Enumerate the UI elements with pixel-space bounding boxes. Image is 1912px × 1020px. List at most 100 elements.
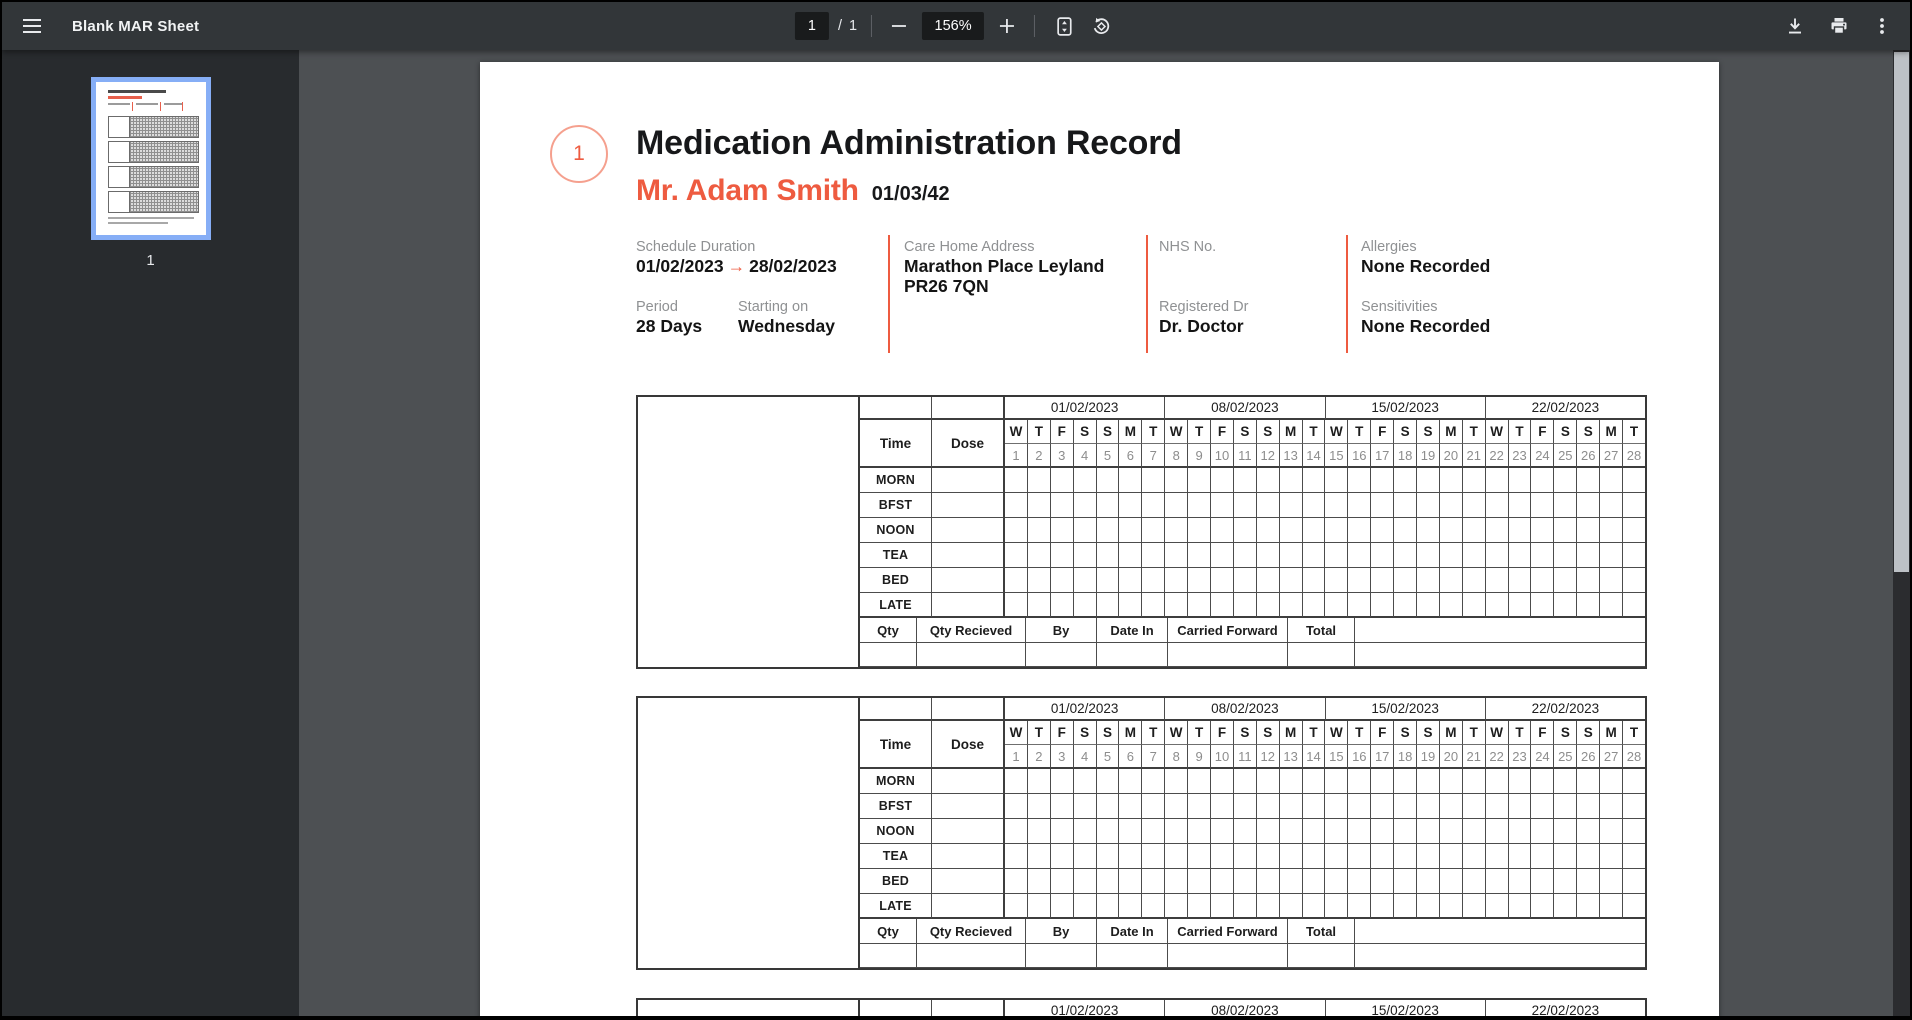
day-letter: T <box>1623 721 1645 745</box>
day-number: 22 <box>1485 745 1509 769</box>
footer-empty-cell <box>1026 944 1097 968</box>
day-cell <box>1142 894 1166 919</box>
day-cell <box>1554 568 1578 593</box>
day-cell <box>1394 468 1418 493</box>
day-cell <box>1233 819 1257 844</box>
day-cell <box>1325 568 1349 593</box>
day-number: 4 <box>1073 444 1097 468</box>
dose-cell <box>932 769 1005 794</box>
dose-cell <box>932 894 1005 919</box>
day-cell <box>1371 844 1395 869</box>
day-cell <box>1256 568 1280 593</box>
menu-button[interactable] <box>18 14 46 38</box>
day-cell <box>1119 543 1143 568</box>
zoom-in-button[interactable] <box>994 13 1020 39</box>
dose-cell <box>932 468 1005 493</box>
day-letter: W <box>1485 420 1509 444</box>
day-letter: F <box>1050 420 1074 444</box>
day-cell <box>1188 543 1212 568</box>
day-letter: S <box>1096 420 1120 444</box>
more-options-button[interactable] <box>1868 11 1896 41</box>
day-cell <box>1211 894 1234 919</box>
day-cell <box>1233 468 1257 493</box>
day-letter: T <box>1348 721 1372 745</box>
day-letter: F <box>1211 420 1234 444</box>
time-row: BFST <box>860 794 1645 819</box>
day-letter: T <box>1508 721 1532 745</box>
day-cell <box>1302 869 1326 894</box>
day-cell <box>1005 468 1028 493</box>
schedule-from: 01/02/2023 <box>636 256 724 276</box>
day-cell <box>1279 593 1303 618</box>
dose-cell <box>932 543 1005 568</box>
day-cell <box>1554 493 1578 518</box>
day-number: 3 <box>1050 745 1074 769</box>
table-grid: 01/02/2023 08/02/2023 15/02/2023 22/02/2023… <box>860 397 1645 667</box>
day-letter: T <box>1302 420 1326 444</box>
schedule-duration-label: Schedule Duration <box>636 239 756 255</box>
day-cell <box>1005 794 1028 819</box>
day-cell <box>1439 543 1463 568</box>
print-button[interactable] <box>1824 11 1854 41</box>
day-cell <box>1325 844 1349 869</box>
toolbar: Blank MAR Sheet / 1 <box>2 2 1910 50</box>
day-letter: M <box>1439 420 1463 444</box>
scrollbar-thumb[interactable] <box>1894 52 1909 572</box>
day-cell <box>1027 769 1051 794</box>
page-title: Medication Administration Record <box>636 124 1182 162</box>
patient-name: Mr. Adam Smith <box>636 174 859 207</box>
day-cell <box>1188 593 1212 618</box>
footer-empty-cell <box>1097 643 1168 667</box>
day-cell <box>1233 493 1257 518</box>
footer-rest-cell <box>1355 919 1645 944</box>
registered-dr-label: Registered Dr <box>1159 299 1249 315</box>
day-cell <box>1050 593 1074 618</box>
day-number: 26 <box>1577 444 1601 468</box>
day-letter: T <box>1142 721 1166 745</box>
time-header: Time <box>860 420 932 468</box>
day-letter: F <box>1531 721 1555 745</box>
page-number-input[interactable] <box>794 12 829 40</box>
day-cell <box>1073 593 1097 618</box>
day-cell <box>1096 869 1120 894</box>
zoom-out-button[interactable] <box>886 13 912 39</box>
care-home-line1: Marathon Place Leyland <box>904 256 1105 276</box>
day-cell <box>1188 844 1212 869</box>
day-cell <box>1073 769 1097 794</box>
day-cell <box>1005 819 1028 844</box>
day-cell <box>1394 593 1418 618</box>
day-number: 23 <box>1508 444 1532 468</box>
day-cell <box>1531 568 1555 593</box>
footer-empty-cell <box>1168 944 1288 968</box>
day-cell <box>1188 819 1212 844</box>
rotate-ccw-button[interactable] <box>1086 11 1117 42</box>
day-cell <box>1256 593 1280 618</box>
day-letter: S <box>1096 721 1120 745</box>
day-number: 13 <box>1279 444 1303 468</box>
download-button[interactable] <box>1780 11 1810 41</box>
fit-page-button[interactable] <box>1049 11 1080 42</box>
week-date: 15/02/2023 <box>1325 698 1486 721</box>
footer-empty-cell <box>917 643 1026 667</box>
day-letter: M <box>1600 721 1624 745</box>
dose-header: Dose <box>932 420 1005 468</box>
day-letter: W <box>1325 721 1349 745</box>
day-cell <box>1096 794 1120 819</box>
thumbnail-page-number: 1 <box>146 252 155 269</box>
day-cell <box>1554 468 1578 493</box>
day-cell <box>1233 844 1257 869</box>
time-row-label: NOON <box>860 819 932 844</box>
day-number: 9 <box>1188 745 1212 769</box>
day-cell <box>1165 819 1189 844</box>
day-cell <box>1233 894 1257 919</box>
day-cell <box>1439 518 1463 543</box>
day-cell <box>1142 593 1166 618</box>
zoom-level-input[interactable] <box>922 12 985 40</box>
day-cell <box>1439 794 1463 819</box>
day-cell <box>1439 568 1463 593</box>
day-cell <box>1348 769 1372 794</box>
day-cell <box>1211 794 1234 819</box>
day-cell <box>1165 568 1189 593</box>
page-thumbnail[interactable] <box>90 77 211 240</box>
